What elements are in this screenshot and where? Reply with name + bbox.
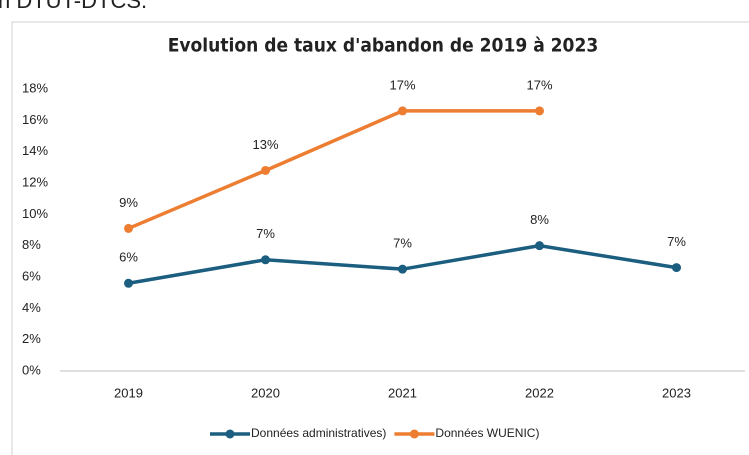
legend-marker [225, 429, 235, 439]
data-point [261, 255, 270, 265]
data-label: 17% [389, 77, 415, 92]
chart-title: Evolution de taux d'abandon de 2019 à 20… [168, 35, 599, 57]
chart-frame [11, 21, 749, 455]
data-label: 7% [393, 236, 412, 251]
x-tick-label: 2020 [251, 385, 280, 400]
x-tick-label: 2022 [525, 385, 554, 400]
series-line [127, 109, 540, 231]
data-label: 13% [252, 137, 278, 152]
data-label: 7% [667, 234, 686, 249]
data-label: 6% [119, 250, 138, 265]
legend-label: Données WUENIC) [435, 426, 539, 440]
y-tick-label: 4% [22, 300, 41, 315]
data-label: 17% [526, 77, 552, 92]
data-label: 9% [119, 195, 138, 210]
y-tick-label: 2% [22, 331, 41, 346]
data-point [535, 106, 544, 116]
x-tick-label: 2021 [388, 385, 417, 400]
y-tick-label: 16% [22, 112, 48, 127]
y-tick-label: 0% [22, 362, 41, 377]
y-tick-label: 6% [22, 268, 41, 283]
y-tick-label: 8% [22, 237, 41, 252]
data-point [398, 264, 407, 274]
legend-marker [409, 429, 419, 439]
data-point [672, 263, 681, 273]
y-tick-label: 10% [22, 206, 48, 221]
y-tick-label: 12% [22, 174, 48, 189]
legend-label: Données administratives) [251, 426, 386, 440]
data-point [261, 165, 270, 175]
data-point [124, 223, 133, 233]
data-point [398, 106, 407, 116]
x-tick-label: 2019 [114, 385, 143, 400]
data-point [535, 241, 544, 251]
data-label: 7% [256, 226, 275, 241]
cropped-header: n DTUT-DTCS. [0, 0, 147, 13]
y-tick-label: 14% [22, 143, 48, 158]
x-tick-label: 2023 [662, 385, 691, 400]
y-tick-label: 18% [22, 80, 48, 95]
data-point [124, 278, 133, 288]
data-label: 8% [530, 212, 549, 227]
